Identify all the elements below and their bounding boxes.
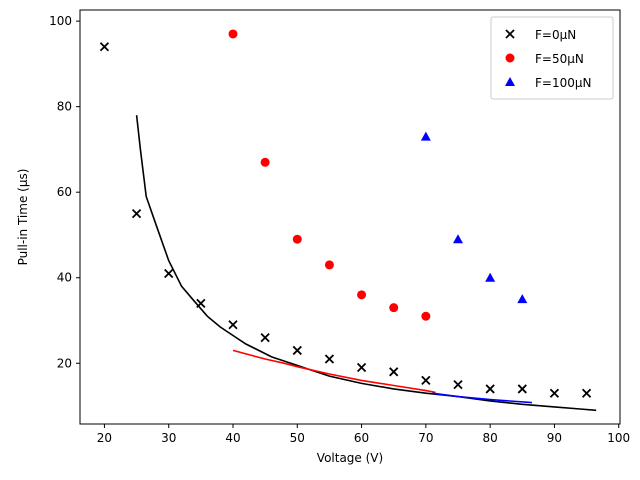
y-tick-label: 40 — [57, 271, 72, 285]
x-tick-label: 60 — [354, 431, 369, 445]
legend-marker-0 — [505, 29, 515, 39]
data-point-s0-7 — [324, 354, 335, 364]
data-point-s2-0 — [420, 131, 431, 141]
data-point-s1-1 — [260, 157, 270, 167]
data-point-s0-2 — [164, 268, 174, 279]
legend-label-1: F=50μN — [535, 52, 584, 66]
data-point-s1-0 — [228, 29, 238, 39]
data-point-s0-14 — [549, 388, 560, 398]
data-point-s2-2 — [485, 272, 496, 282]
legend-box — [490, 16, 614, 100]
data-points — [99, 29, 592, 398]
fit-line-0 — [135, 115, 597, 412]
y-tick-label: 60 — [57, 185, 72, 199]
data-point-s0-3 — [196, 298, 206, 309]
x-tick-label: 70 — [418, 431, 433, 445]
x-tick-label: 80 — [483, 431, 498, 445]
legend-label-2: F=100μN — [535, 76, 591, 90]
x-tick-label: 40 — [225, 431, 240, 445]
x-tick-label: 90 — [547, 431, 562, 445]
data-point-s0-10 — [421, 375, 431, 386]
legend-marker-1 — [505, 53, 515, 63]
x-axis-ticks: 20 30 40 50 60 70 80 90 100 — [97, 424, 630, 445]
fit-line-1 — [232, 349, 436, 394]
legend-marker-2 — [505, 77, 515, 86]
data-point-s1-6 — [421, 311, 431, 321]
legend: F=0μN F=50μN F=100μN — [490, 16, 614, 100]
data-point-s0-8 — [356, 362, 367, 373]
data-point-s1-3 — [324, 260, 334, 270]
data-point-s0-0 — [99, 42, 110, 52]
data-point-s0-6 — [292, 345, 302, 356]
data-point-s0-11 — [453, 380, 463, 390]
data-point-s0-15 — [581, 388, 592, 398]
y-axis-ticks: 20 40 60 80 100 — [49, 14, 80, 370]
y-axis-label: Pull-in Time (μs) — [16, 169, 30, 266]
y-tick-label: 100 — [49, 14, 72, 28]
x-tick-label: 30 — [161, 431, 176, 445]
data-point-s1-2 — [292, 234, 302, 244]
x-tick-label: 50 — [290, 431, 305, 445]
data-point-s0-5 — [260, 332, 270, 343]
fit-line-2 — [432, 392, 532, 404]
y-tick-label: 20 — [57, 356, 72, 370]
data-point-s1-4 — [357, 290, 367, 300]
data-point-s0-1 — [131, 208, 142, 219]
legend-label-0: F=0μN — [535, 28, 576, 42]
data-point-s1-5 — [389, 303, 399, 313]
data-point-s2-3 — [517, 294, 528, 304]
plot-frame — [79, 9, 621, 425]
x-tick-label: 20 — [97, 431, 112, 445]
y-tick-label: 80 — [57, 100, 72, 114]
data-point-s0-9 — [389, 367, 399, 377]
x-tick-label: 100 — [607, 431, 630, 445]
data-point-s0-4 — [228, 320, 238, 330]
data-point-s0-12 — [485, 384, 495, 394]
data-point-s2-1 — [453, 234, 463, 244]
fit-lines — [135, 115, 597, 412]
x-axis-label: Voltage (V) — [317, 451, 383, 465]
data-point-s0-13 — [517, 384, 527, 394]
